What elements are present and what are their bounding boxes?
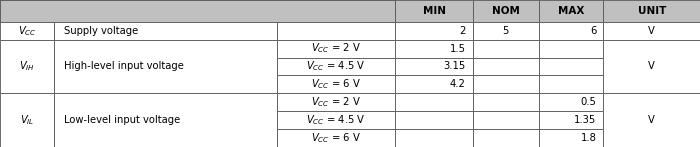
Text: 1.35: 1.35 — [574, 115, 596, 125]
Bar — [603, 22, 700, 40]
Bar — [0, 40, 54, 93]
Bar — [603, 93, 700, 147]
Text: $V_{IL}$: $V_{IL}$ — [20, 113, 34, 127]
Text: $V_{CC}$: $V_{CC}$ — [18, 24, 36, 38]
Bar — [473, 40, 539, 57]
Bar — [54, 93, 276, 147]
Text: $V_{CC}$ = 4.5 V: $V_{CC}$ = 4.5 V — [306, 113, 366, 127]
Bar — [473, 111, 539, 129]
Bar — [539, 40, 603, 57]
Bar — [539, 57, 603, 75]
Text: $V_{CC}$ = 2 V: $V_{CC}$ = 2 V — [311, 95, 361, 109]
Text: 2: 2 — [459, 26, 466, 36]
Bar — [539, 22, 603, 40]
Bar — [54, 22, 276, 40]
Bar — [395, 40, 472, 57]
Bar — [473, 0, 539, 22]
Text: NOM: NOM — [492, 6, 519, 16]
Text: MAX: MAX — [558, 6, 584, 16]
Bar — [0, 0, 395, 22]
Bar — [54, 0, 276, 22]
Bar — [539, 129, 603, 147]
Bar — [276, 93, 395, 111]
Bar — [276, 22, 395, 40]
Bar — [473, 93, 539, 111]
Text: High-level input voltage: High-level input voltage — [64, 61, 184, 71]
Bar — [473, 75, 539, 93]
Bar — [276, 111, 395, 129]
Bar — [539, 75, 603, 93]
Text: $V_{CC}$ = 6 V: $V_{CC}$ = 6 V — [311, 131, 361, 145]
Text: Low-level input voltage: Low-level input voltage — [64, 115, 181, 125]
Bar — [539, 111, 603, 129]
Text: $V_{IH}$: $V_{IH}$ — [19, 60, 35, 73]
Bar — [0, 0, 54, 22]
Bar — [0, 22, 54, 40]
Text: 1.8: 1.8 — [580, 133, 596, 143]
Bar — [276, 129, 395, 147]
Text: MIN: MIN — [423, 6, 445, 16]
Bar — [473, 22, 539, 40]
Text: V: V — [648, 26, 655, 36]
Bar — [395, 111, 472, 129]
Text: 1.5: 1.5 — [449, 44, 466, 54]
Text: $V_{CC}$ = 2 V: $V_{CC}$ = 2 V — [311, 42, 361, 56]
Bar — [473, 57, 539, 75]
Text: 6: 6 — [590, 26, 596, 36]
Bar — [395, 75, 472, 93]
Bar — [395, 22, 472, 40]
Text: 0.5: 0.5 — [580, 97, 596, 107]
Bar — [276, 0, 395, 22]
Bar — [395, 57, 472, 75]
Bar — [539, 93, 603, 111]
Bar — [603, 0, 700, 22]
Text: Supply voltage: Supply voltage — [64, 26, 139, 36]
Text: 4.2: 4.2 — [449, 79, 466, 89]
Bar — [276, 57, 395, 75]
Bar — [395, 93, 472, 111]
Bar — [395, 129, 472, 147]
Text: 3.15: 3.15 — [443, 61, 466, 71]
Bar — [603, 40, 700, 93]
Bar — [473, 129, 539, 147]
Bar — [395, 0, 472, 22]
Bar — [276, 40, 395, 57]
Bar — [54, 40, 276, 93]
Text: 5: 5 — [503, 26, 509, 36]
Text: V: V — [648, 61, 655, 71]
Text: $V_{CC}$ = 4.5 V: $V_{CC}$ = 4.5 V — [306, 60, 366, 73]
Bar — [276, 75, 395, 93]
Text: UNIT: UNIT — [638, 6, 666, 16]
Bar — [539, 0, 603, 22]
Text: V: V — [648, 115, 655, 125]
Text: $V_{CC}$ = 6 V: $V_{CC}$ = 6 V — [311, 77, 361, 91]
Bar — [0, 93, 54, 147]
